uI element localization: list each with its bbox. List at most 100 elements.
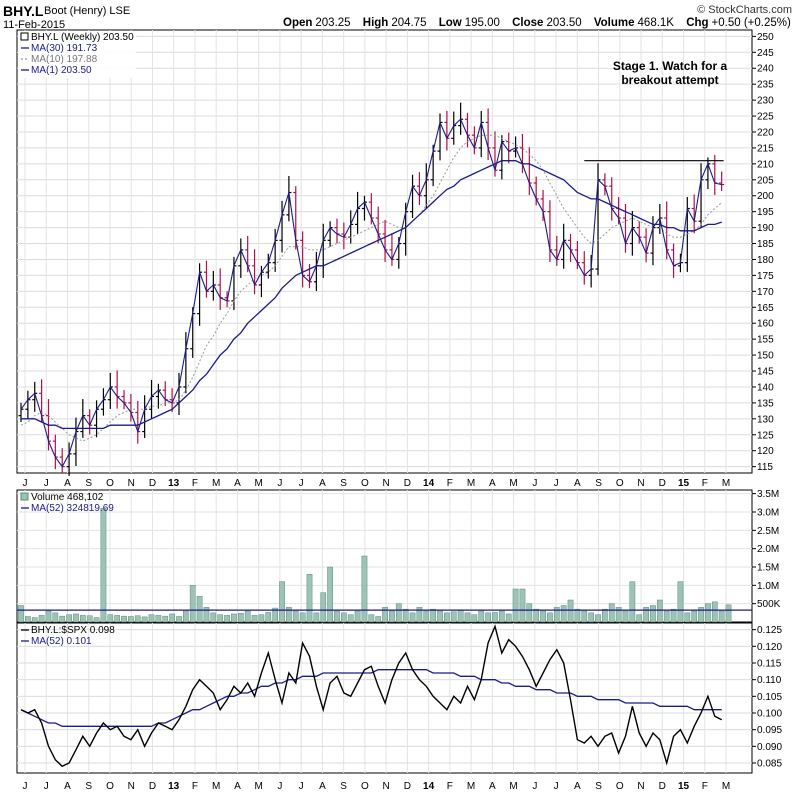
volume-bar	[73, 613, 79, 623]
volume-bar	[725, 604, 732, 623]
volume-bar	[265, 612, 272, 623]
volume-bar	[588, 612, 595, 623]
volume-bar	[416, 607, 423, 623]
month-label: D	[404, 478, 411, 489]
price-bar	[162, 381, 168, 407]
volume-bar	[79, 615, 86, 623]
volume-bar	[327, 566, 333, 623]
volume-bar	[100, 508, 107, 623]
month-label: A	[574, 478, 581, 489]
price-tick-label: 245	[757, 48, 774, 59]
price-bar	[609, 177, 615, 221]
volume-legend-item: MA(52) 324819.69	[31, 503, 114, 514]
volume-bar	[141, 616, 148, 623]
price-tick-label: 230	[757, 96, 774, 107]
ohlc-legend-icon	[20, 32, 29, 41]
volume-bar	[423, 610, 430, 623]
volume-bar	[471, 614, 478, 623]
volume-bar	[505, 613, 512, 623]
ratio-tick-label: 0.125	[757, 625, 782, 636]
price-tick-label: 135	[757, 398, 774, 409]
month-label: J	[23, 478, 28, 489]
price-bar	[252, 249, 258, 295]
month-label: A	[319, 478, 326, 489]
price-tick-label: 250	[757, 32, 774, 43]
price-tick-label: 215	[757, 143, 774, 154]
volume-bar	[45, 610, 52, 623]
price-bar	[437, 113, 443, 161]
month-label: M	[254, 781, 262, 792]
month-label: J	[554, 781, 559, 792]
volume-bar	[272, 607, 279, 623]
price-bar	[203, 260, 209, 298]
volume-bar	[368, 614, 375, 623]
volume-bar	[430, 608, 437, 623]
volume-tick-label: 3.0M	[757, 508, 779, 519]
volume-bar	[498, 610, 505, 623]
price-legend-item: MA(30) 191.73	[31, 43, 98, 54]
ratio-tick-label: 0.100	[757, 709, 782, 720]
ratio-tick-label: 0.115	[757, 659, 782, 670]
volume-bar	[224, 615, 230, 623]
volume-bar	[25, 616, 31, 623]
month-label: S	[595, 781, 602, 792]
price-bar	[719, 171, 725, 191]
month-label: M	[509, 781, 517, 792]
month-label: F	[447, 478, 453, 489]
volume-bar	[650, 605, 656, 623]
volume-bar	[306, 574, 313, 623]
volume-bar	[128, 616, 134, 623]
legend-bg	[18, 31, 136, 78]
volume-tick-label: 500K	[757, 599, 781, 610]
volume-bar	[244, 610, 251, 623]
ratio-tick-label: 0.110	[757, 675, 782, 686]
volume-bar	[457, 610, 464, 623]
month-label: 14	[423, 781, 435, 792]
price-legend-title: BHY.L (Weekly) 203.50	[31, 32, 134, 43]
month-label: D	[659, 478, 666, 489]
volume-bar	[196, 596, 203, 623]
chart-date: 11-Feb-2015	[3, 19, 66, 31]
price-bar	[121, 390, 127, 410]
price-tick-label: 170	[757, 287, 774, 298]
volume-bar	[395, 603, 402, 623]
volume-bar	[677, 581, 684, 623]
month-label: F	[192, 781, 198, 792]
month-label: S	[85, 781, 92, 792]
volume-bar	[148, 614, 155, 623]
volume-bar	[313, 612, 320, 623]
volume-tick-label: 2.0M	[757, 544, 779, 555]
company-name: Boot (Henry) LSE	[44, 5, 131, 17]
month-label: J	[23, 781, 28, 792]
price-tick-label: 225	[757, 112, 774, 123]
volume-bar	[286, 607, 292, 623]
price-bar	[705, 157, 711, 190]
price-bar	[327, 221, 333, 247]
price-tick-label: 200	[757, 191, 774, 202]
stockcharts-brand[interactable]: © StockCharts.com	[697, 4, 792, 16]
price-bar	[361, 195, 367, 221]
month-label: F	[702, 781, 708, 792]
month-label: S	[595, 478, 602, 489]
month-label: O	[361, 781, 369, 792]
price-tick-label: 115	[757, 462, 773, 473]
volume-bar	[231, 613, 237, 623]
month-label: A	[489, 478, 496, 489]
price-tick-label: 235	[757, 80, 774, 91]
month-label: J	[532, 781, 537, 792]
volume-bar	[361, 555, 368, 623]
price-tick-label: 195	[757, 207, 774, 218]
volume-bar	[203, 607, 210, 623]
month-label: N	[128, 781, 135, 792]
month-label: D	[404, 781, 411, 792]
volume-bar	[643, 607, 649, 623]
month-label: S	[340, 781, 347, 792]
month-label: A	[319, 781, 326, 792]
volume-bar	[292, 610, 299, 623]
price-bar	[629, 211, 635, 256]
month-label: F	[702, 478, 708, 489]
ratio-ma52-line	[20, 669, 722, 727]
volume-bar	[347, 614, 354, 623]
ratio-tick-label: 0.120	[757, 642, 782, 653]
ratio-tick-label: 0.085	[757, 759, 782, 770]
